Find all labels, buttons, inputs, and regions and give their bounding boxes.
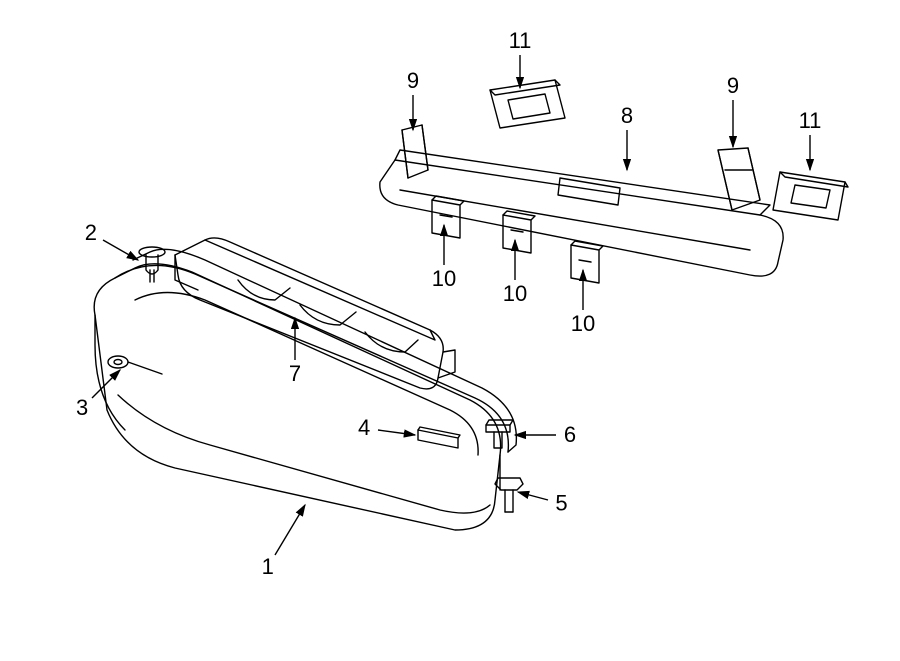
callout-label-11a: 11 xyxy=(509,28,532,53)
callout-arrow-1 xyxy=(275,505,305,555)
callout-label-8: 8 xyxy=(621,103,633,128)
callout-label-11b: 11 xyxy=(799,108,822,133)
parts-diagram: 1 2 3 4 5 6 7 8 9 9 10 10 10 11 11 xyxy=(0,0,900,661)
callout-arrow-3 xyxy=(92,370,120,398)
part-energy-absorber xyxy=(175,238,455,389)
part-bumper-cover xyxy=(94,249,516,530)
callout-label-1: 1 xyxy=(262,554,274,579)
callout-arrow-5 xyxy=(518,492,548,500)
callout-label-10a: 10 xyxy=(432,266,456,291)
part-lower-bracket-c xyxy=(571,241,603,283)
callout-arrow-2 xyxy=(103,240,138,260)
callout-label-5: 5 xyxy=(555,491,567,516)
part-frame-bracket-right xyxy=(773,172,848,220)
callout-label-3: 3 xyxy=(76,395,88,420)
callout-label-4: 4 xyxy=(358,415,370,440)
callout-label-10c: 10 xyxy=(571,311,595,336)
callouts-layer: 1 2 3 4 5 6 7 8 9 9 10 10 10 11 11 xyxy=(76,28,821,579)
callout-label-7: 7 xyxy=(289,361,301,386)
callout-label-9a: 9 xyxy=(407,68,419,93)
callout-arrow-4 xyxy=(378,430,415,435)
callout-label-6: 6 xyxy=(564,422,576,447)
callout-label-9b: 9 xyxy=(727,73,739,98)
callout-label-2: 2 xyxy=(85,220,97,245)
part-reflector-stud xyxy=(418,427,460,448)
part-screw xyxy=(108,356,162,374)
callout-label-10b: 10 xyxy=(503,281,527,306)
part-mount-bolt xyxy=(495,478,523,512)
part-frame-bracket-left xyxy=(490,80,565,128)
